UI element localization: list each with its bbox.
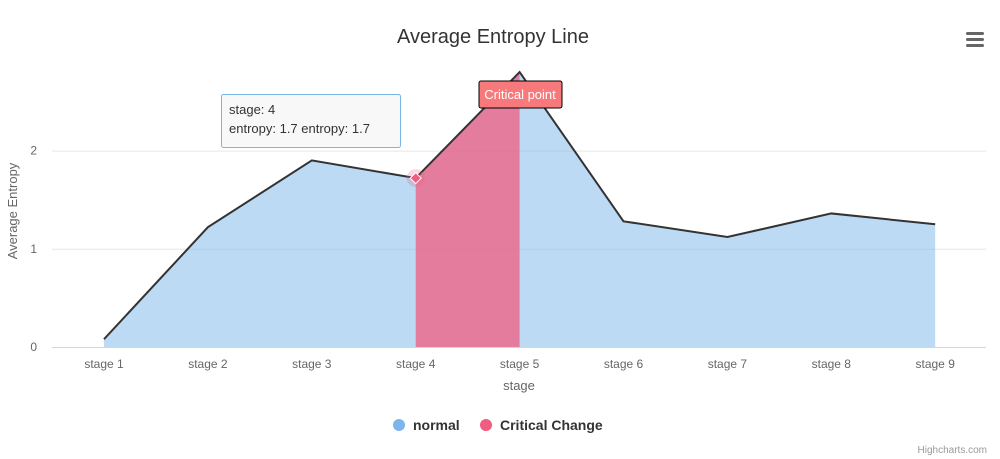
x-tick-label: stage 7 bbox=[708, 357, 748, 371]
series-normal-line bbox=[103, 70, 936, 340]
y-axis-title: Average Entropy bbox=[5, 162, 20, 259]
critical-point-label: Critical point bbox=[484, 87, 556, 102]
menu-icon[interactable] bbox=[960, 22, 990, 52]
series-critical-change-area bbox=[415, 72, 520, 347]
x-tick-label: stage 9 bbox=[916, 357, 956, 371]
x-tick-label: stage 1 bbox=[84, 357, 124, 371]
x-tick-label: stage 6 bbox=[604, 357, 644, 371]
chart-title: Average Entropy Line bbox=[397, 26, 589, 48]
tooltip-line-1: stage: 4 bbox=[229, 102, 275, 117]
y-tick-label: 0 bbox=[30, 340, 37, 354]
y-tick-label: 2 bbox=[30, 144, 37, 158]
x-tick-label: stage 3 bbox=[292, 357, 332, 371]
x-axis-ticks: stage 1 stage 2 stage 3 stage 4 stage 5 stage… bbox=[84, 357, 955, 371]
legend-symbol-critical-change bbox=[480, 419, 492, 431]
x-tick-label: stage 5 bbox=[500, 357, 540, 371]
legend-label-normal: normal bbox=[413, 417, 460, 433]
legend-item-critical-change[interactable]: Critical Change bbox=[480, 417, 603, 433]
x-tick-label: stage 2 bbox=[188, 357, 228, 371]
x-tick-label: stage 8 bbox=[812, 357, 852, 371]
credits-link[interactable]: Highcharts.com bbox=[918, 445, 987, 456]
y-tick-label: 1 bbox=[30, 242, 37, 256]
y-axis-ticks: 0 1 2 bbox=[30, 144, 37, 354]
tooltip-line-2: entropy: 1.7 entropy: 1.7 bbox=[229, 121, 370, 136]
legend-label-critical-change: Critical Change bbox=[500, 417, 603, 433]
x-axis-title: stage bbox=[503, 378, 535, 393]
hovered-point[interactable] bbox=[406, 169, 425, 188]
legend: normal Critical Change bbox=[393, 417, 603, 433]
legend-item-normal[interactable]: normal bbox=[393, 417, 460, 433]
tooltip: stage: 4 entropy: 1.7 entropy: 1.7 bbox=[221, 94, 401, 148]
critical-point-annotation: Critical point bbox=[478, 80, 563, 109]
x-tick-label: stage 4 bbox=[396, 357, 436, 371]
hover-point-marker[interactable] bbox=[409, 171, 422, 185]
legend-symbol-normal bbox=[393, 419, 405, 431]
